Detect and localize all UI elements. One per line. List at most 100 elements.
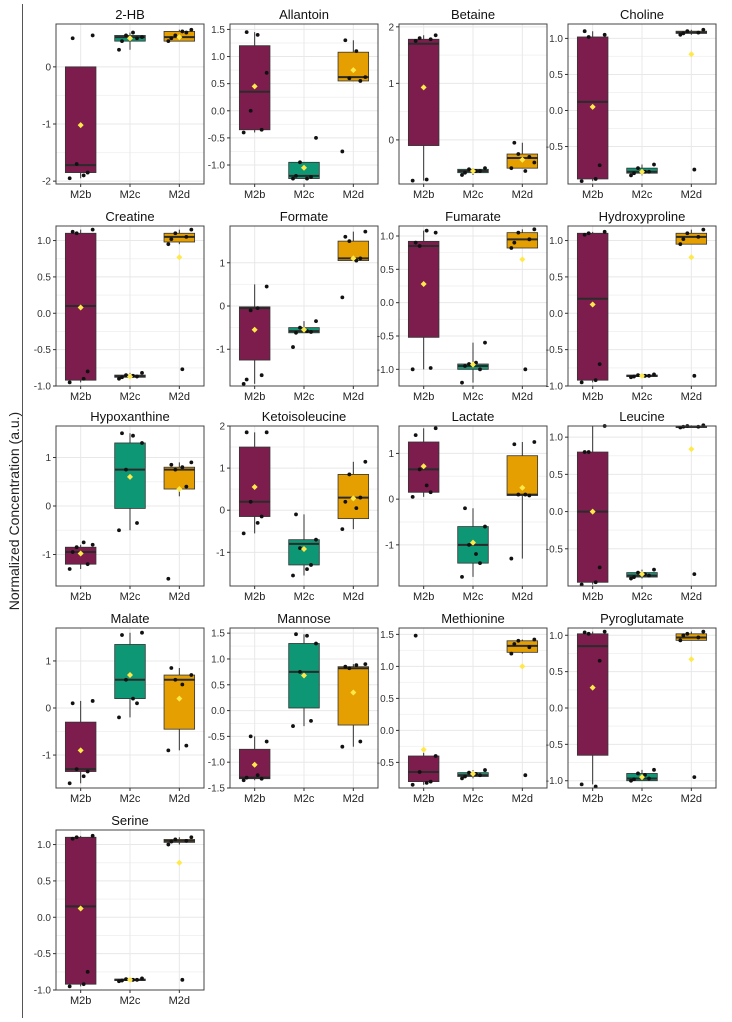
y-tick-label: 0.0 — [380, 298, 394, 309]
x-tick-label: M2d — [343, 591, 364, 603]
y-tick-label: 0.5 — [37, 876, 51, 887]
data-point — [343, 499, 348, 504]
x-tick-label: M2c — [120, 591, 141, 603]
data-point — [90, 227, 95, 232]
data-point — [593, 378, 598, 383]
x-tick-label: M2b — [582, 793, 603, 805]
mean-marker — [176, 859, 183, 866]
data-point — [582, 450, 587, 454]
box-m2b — [407, 38, 440, 146]
data-point — [632, 171, 636, 176]
x-tick-label: M2c — [120, 793, 141, 805]
data-point — [602, 32, 607, 37]
data-point — [696, 635, 701, 640]
data-point — [67, 567, 72, 571]
y-tick-label: -1.0 — [208, 758, 226, 769]
data-point — [244, 775, 249, 780]
data-point — [90, 33, 95, 38]
y-tick-label: 1 — [388, 79, 394, 90]
data-point — [424, 780, 429, 785]
data-point — [483, 340, 487, 345]
data-point — [413, 633, 418, 638]
data-point — [593, 580, 598, 585]
x-tick-label: M2b — [70, 591, 91, 603]
mean-marker — [127, 473, 133, 480]
data-point — [343, 234, 348, 239]
data-point — [532, 160, 537, 165]
y-tick-label: 0 — [388, 495, 394, 506]
data-point — [135, 36, 139, 41]
data-point — [259, 776, 264, 781]
data-point — [413, 240, 418, 245]
facet-creatine: Creatine 1.0 0.5 0.0 -0.5 -1.0 M2b M2c M2d — [34, 209, 205, 403]
y-tick-label: 1.0 — [380, 232, 394, 243]
data-point — [512, 240, 517, 245]
data-point — [512, 642, 517, 646]
data-point — [241, 778, 246, 783]
y-tick-label: 1 — [388, 449, 394, 460]
mean-marker — [251, 83, 258, 90]
y-tick-label: -1.5 — [208, 784, 226, 795]
x-tick-label: M2c — [120, 995, 141, 1007]
x-tick-label: M2d — [681, 591, 702, 603]
data-point — [433, 230, 438, 235]
x-tick-label: M2c — [632, 189, 653, 201]
data-point — [309, 563, 313, 567]
data-point — [579, 380, 584, 385]
facet-lactate: Lactate 1 0 -1 M2b M2c M2d — [385, 409, 548, 603]
data-point — [259, 127, 264, 132]
data-point — [692, 775, 697, 779]
x-tick-label: M2d — [343, 189, 364, 201]
data-point — [354, 49, 359, 54]
data-point — [347, 239, 352, 244]
data-point — [532, 227, 537, 232]
x-tick-label: M2b — [70, 793, 91, 805]
data-point — [244, 377, 249, 382]
facet-mannose: Mannose 1.5 1.0 0.5 0.0 -0.5 -1.0 -1.5 M2b M2c M2d — [208, 611, 379, 805]
data-point — [184, 839, 189, 843]
data-point — [74, 835, 79, 840]
box-m2b — [576, 451, 609, 583]
facet-formate: Formate 1 0 -1 M2b M2c M2d — [216, 209, 379, 403]
data-point — [340, 744, 345, 749]
data-point — [433, 426, 438, 431]
y-tick-label: 0.0 — [37, 309, 51, 320]
y-tick-label: -1.0 — [208, 161, 226, 172]
facet-title: Allantoin — [279, 7, 329, 22]
x-tick-label: M2b — [413, 591, 434, 603]
y-tick-label: -1 — [42, 751, 51, 762]
data-point — [291, 573, 295, 578]
data-point — [428, 37, 433, 42]
data-point — [602, 229, 607, 234]
y-tick-label: -0.5 — [546, 345, 564, 356]
y-tick-label: 0.0 — [549, 106, 563, 117]
data-point — [692, 373, 697, 378]
data-point — [120, 431, 124, 436]
data-point — [678, 242, 683, 247]
mean-marker — [519, 663, 526, 670]
data-point — [509, 166, 514, 171]
facet-title: Mannose — [277, 611, 330, 626]
data-point — [647, 573, 651, 578]
data-point — [135, 977, 139, 982]
data-point — [135, 701, 139, 706]
data-point — [298, 325, 302, 330]
data-point — [309, 330, 313, 334]
data-point — [314, 641, 318, 646]
data-point — [579, 582, 584, 587]
data-point — [294, 173, 298, 178]
data-point — [117, 979, 121, 984]
data-point — [169, 462, 174, 467]
data-point — [593, 177, 598, 181]
x-tick-label: M2d — [681, 793, 702, 805]
y-tick-label: 0.0 — [211, 106, 225, 117]
y-tick-label: -1.0 — [34, 382, 52, 393]
mean-marker — [350, 67, 357, 74]
mean-marker — [127, 672, 133, 679]
x-tick-label: M2c — [632, 793, 653, 805]
data-point — [597, 163, 602, 168]
data-point — [410, 782, 415, 787]
data-point — [259, 514, 264, 519]
data-point — [512, 442, 517, 447]
data-point — [523, 492, 528, 497]
